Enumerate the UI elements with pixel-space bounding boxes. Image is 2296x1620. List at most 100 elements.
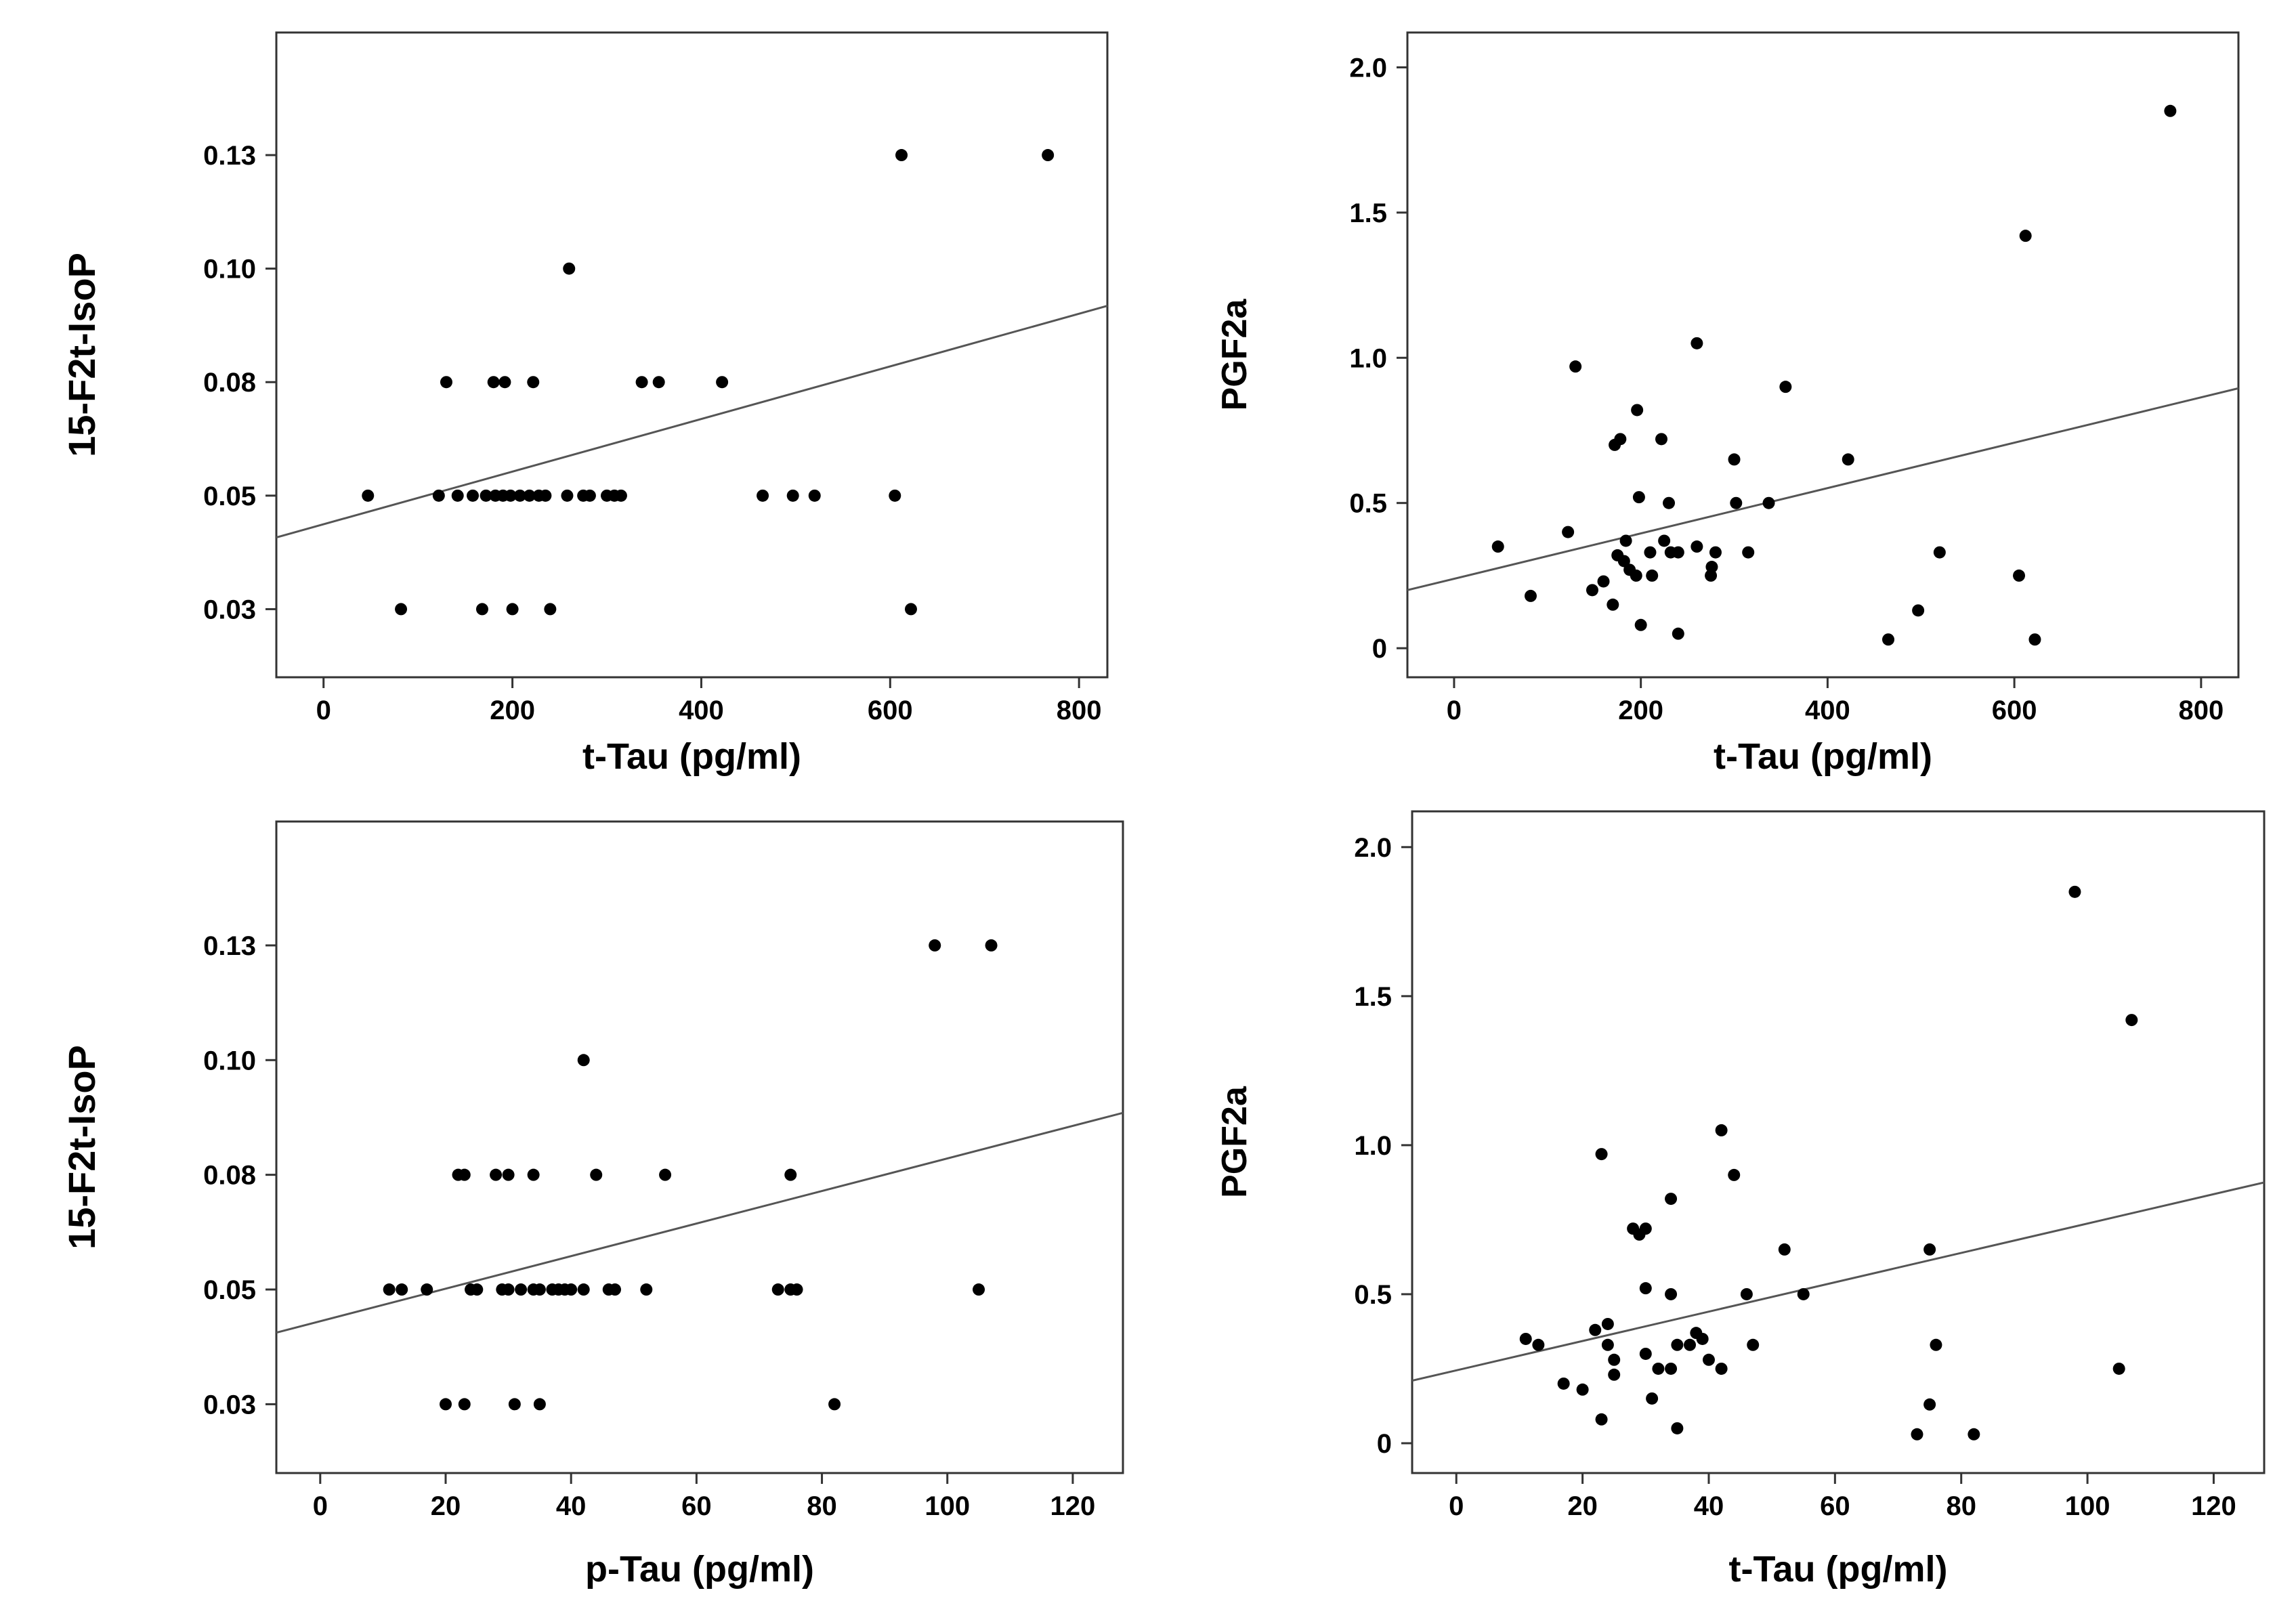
data-point (652, 376, 665, 389)
data-point (1524, 589, 1537, 602)
x-tick-label: 100 (2065, 1491, 2110, 1521)
y-tick-label: 0.5 (1349, 489, 1387, 519)
data-point (1742, 546, 1755, 559)
y-tick-label: 0.13 (203, 931, 256, 961)
data-point (1705, 561, 1718, 574)
data-point (577, 1054, 590, 1067)
data-point (1665, 1193, 1678, 1206)
x-tick-label: 0 (316, 696, 331, 725)
data-point (502, 1168, 515, 1181)
panel-2-pgf2a-vs-ttau: 0 0.5 1.0 1.5 2.0 0 200 400 600 800 t-Tau (pg/ml) P… (1215, 31, 2240, 777)
data-point (1702, 1353, 1715, 1366)
data-point (1671, 1338, 1684, 1351)
data-point (635, 376, 648, 389)
data-point (523, 489, 536, 502)
data-point (904, 603, 917, 616)
data-point (973, 1283, 985, 1296)
data-point (895, 149, 908, 162)
data-point (889, 489, 901, 502)
data-point (1601, 1338, 1614, 1351)
data-point (716, 376, 729, 389)
data-point (513, 489, 526, 502)
data-point (1747, 1338, 1760, 1351)
data-point (929, 939, 941, 952)
data-point (1639, 1282, 1652, 1295)
data-point (577, 1283, 590, 1296)
data-point (2013, 569, 2026, 582)
data-point (1665, 1287, 1678, 1300)
data-point (1779, 381, 1792, 393)
x-tick-label: 120 (1050, 1491, 1096, 1521)
regression-line (1411, 1181, 2265, 1382)
y-axis-title: PGF2a (1215, 1086, 1254, 1198)
data-point (1911, 1428, 1923, 1441)
y-tick-label: 0.03 (203, 1390, 256, 1420)
data-point (1562, 526, 1575, 538)
data-point (771, 1283, 784, 1296)
data-point (490, 1168, 503, 1181)
plot-frame (1411, 810, 2266, 1474)
data-point (784, 1168, 797, 1181)
data-point (527, 1168, 540, 1181)
data-point (395, 603, 408, 616)
data-point (590, 1168, 603, 1181)
data-point (1630, 569, 1642, 582)
x-tick-label: 200 (490, 696, 535, 725)
data-point (2028, 633, 2041, 646)
data-point (2112, 1362, 2125, 1375)
data-point (757, 489, 769, 502)
data-point (544, 603, 557, 616)
y-tick-label: 0.13 (203, 141, 256, 171)
data-point (1491, 540, 1504, 553)
regression-line (1407, 387, 2239, 591)
data-point (1671, 1422, 1684, 1434)
data-point (383, 1283, 396, 1296)
panel-1-isop-vs-ttau: 0.03 0.05 0.08 0.10 0.13 0 200 400 600 800 t-Tau (… (60, 31, 1109, 777)
data-point (1655, 433, 1667, 446)
data-point (480, 489, 492, 502)
x-tick-label: 600 (1992, 696, 2037, 725)
data-point (440, 1398, 452, 1411)
x-tick-label: 0 (1447, 696, 1462, 725)
x-tick-label: 120 (2191, 1491, 2236, 1521)
y-tick-label: 1.5 (1354, 982, 1392, 1012)
data-point (440, 376, 452, 389)
x-tick-label: 40 (556, 1491, 587, 1521)
data-point (1882, 633, 1895, 646)
data-point (502, 1283, 515, 1296)
x-tick-label: 400 (1805, 696, 1850, 725)
x-tick-label: 60 (1820, 1491, 1850, 1521)
data-point (1762, 496, 1775, 509)
data-point (1684, 1338, 1697, 1351)
data-point (1619, 534, 1632, 547)
y-tick-label: 0.10 (203, 1046, 256, 1075)
y-tick-label: 1.5 (1349, 198, 1387, 228)
data-point (1601, 1317, 1614, 1330)
data-point (1728, 453, 1741, 466)
plot-frame (275, 31, 1109, 679)
x-axis-title: t-Tau (pg/ml) (1714, 736, 1932, 777)
x-tick-label: 80 (807, 1491, 837, 1521)
data-point (1646, 569, 1659, 582)
y-tick-label: 1.0 (1354, 1131, 1392, 1161)
regression-line (276, 1111, 1124, 1334)
x-tick-label: 600 (868, 696, 913, 725)
data-point (659, 1168, 672, 1181)
data-point (561, 489, 574, 502)
data-point (1597, 575, 1610, 588)
data-point (1715, 1362, 1728, 1375)
data-point (1607, 598, 1619, 611)
data-point (1576, 1383, 1589, 1396)
regression-line (276, 305, 1108, 538)
data-point (1709, 546, 1722, 559)
y-tick-label: 0.08 (203, 368, 256, 398)
x-axis-title: p-Tau (pg/ml) (585, 1549, 814, 1590)
data-point (527, 376, 540, 389)
data-point (451, 489, 464, 502)
y-tick-label: 0.05 (203, 482, 256, 511)
data-point (1569, 360, 1582, 373)
data-point (985, 939, 998, 952)
x-tick-label: 100 (924, 1491, 970, 1521)
data-point (1933, 546, 1946, 559)
plot-frame (1406, 31, 2240, 679)
